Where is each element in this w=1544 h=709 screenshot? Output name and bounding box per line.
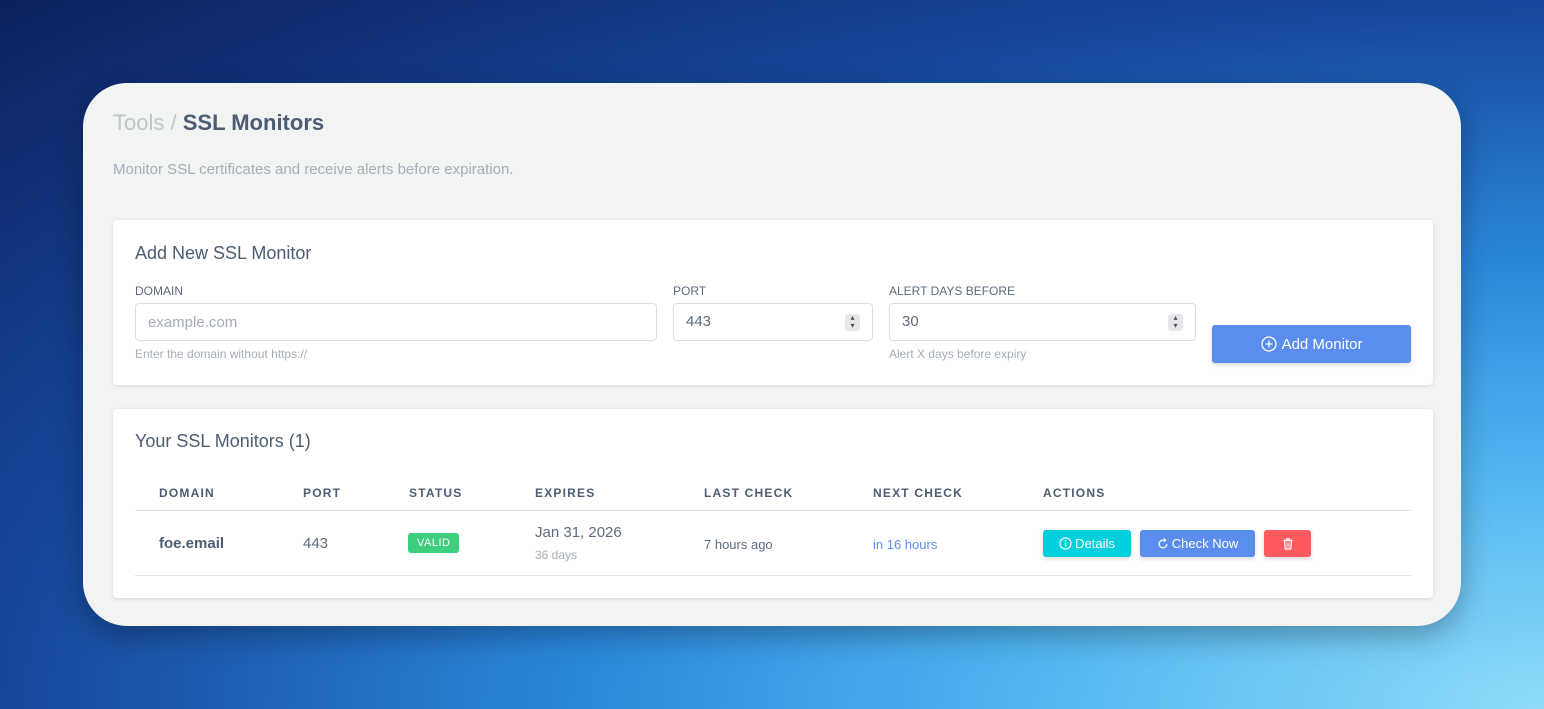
col-domain: DOMAIN [159, 486, 215, 500]
row-expires-in: 36 days [535, 548, 578, 562]
header-divider [135, 510, 1411, 511]
col-next-check: NEXT CHECK [873, 486, 964, 500]
col-expires: EXPIRES [535, 486, 596, 500]
domain-input[interactable] [135, 303, 657, 341]
col-actions: ACTIONS [1043, 486, 1106, 500]
details-button[interactable]: Details [1043, 530, 1131, 557]
add-monitor-button[interactable]: Add Monitor [1212, 325, 1411, 363]
monitors-panel: Your SSL Monitors (1) DOMAIN PORT STATUS… [113, 409, 1433, 598]
alert-days-value: 30 [902, 313, 919, 330]
add-monitor-panel: Add New SSL Monitor DOMAIN Enter the dom… [113, 220, 1433, 385]
row-next-check: in 16 hours [873, 537, 938, 552]
port-input[interactable]: 443 ▴ ▾ [673, 303, 873, 341]
check-now-label: Check Now [1171, 536, 1239, 551]
page-subtitle: Monitor SSL certificates and receive ale… [113, 161, 514, 178]
monitors-title: Your SSL Monitors (1) [135, 431, 311, 451]
col-status: STATUS [409, 486, 463, 500]
domain-label: DOMAIN [135, 284, 183, 298]
col-last-check: LAST CHECK [704, 486, 794, 500]
port-value: 443 [686, 313, 712, 330]
col-port: PORT [303, 486, 342, 500]
alert-days-input[interactable]: 30 ▴ ▾ [889, 303, 1196, 341]
delete-button[interactable] [1264, 530, 1311, 557]
trash-icon [1283, 537, 1292, 550]
alert-days-hint: Alert X days before expiry [889, 347, 1027, 361]
alert-days-label: ALERT DAYS BEFORE [889, 284, 1016, 298]
breadcrumb-parent[interactable]: Tools [113, 110, 165, 135]
info-icon [1059, 537, 1072, 550]
check-now-button[interactable]: Check Now [1140, 530, 1255, 557]
alert-days-stepper-icon[interactable]: ▴ ▾ [1168, 314, 1183, 331]
breadcrumb: Tools / SSL Monitors [113, 110, 324, 136]
refresh-icon [1158, 537, 1168, 548]
row-port: 443 [303, 535, 329, 552]
breadcrumb-separator: / [170, 110, 177, 135]
status-badge: VALID [408, 533, 460, 553]
row-last-check: 7 hours ago [704, 537, 773, 552]
page-title: SSL Monitors [182, 110, 325, 135]
domain-hint: Enter the domain without https:// [135, 347, 308, 361]
row-divider [135, 575, 1411, 576]
add-monitor-label: Add Monitor [1281, 335, 1363, 353]
details-label: Details [1075, 536, 1115, 551]
plus-circle-icon [1260, 336, 1277, 352]
row-expires: Jan 31, 2026 [535, 524, 622, 541]
port-stepper-icon[interactable]: ▴ ▾ [845, 314, 860, 331]
main-card: Tools / SSL Monitors Monitor SSL certifi… [83, 83, 1461, 626]
port-label: PORT [673, 284, 707, 298]
row-domain: foe.email [159, 535, 225, 552]
add-monitor-title: Add New SSL Monitor [135, 243, 312, 263]
